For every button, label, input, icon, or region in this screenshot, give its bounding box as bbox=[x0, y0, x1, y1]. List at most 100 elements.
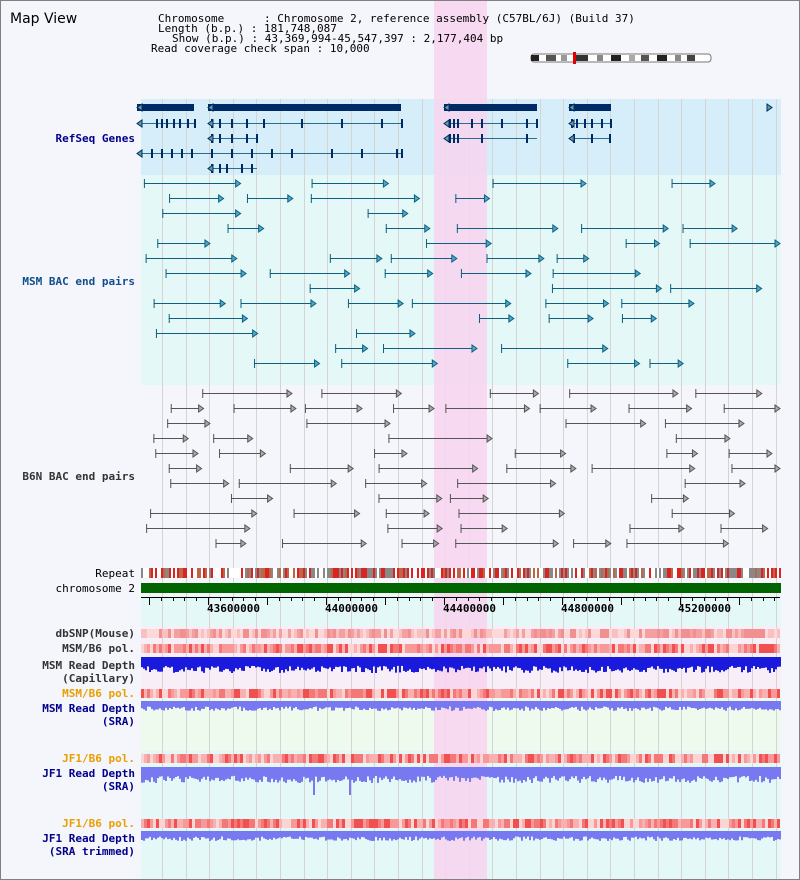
depth-bar bbox=[209, 701, 211, 711]
track-label-msm-b6-pol-2[interactable]: MSM/B6 pol. bbox=[62, 687, 135, 700]
track-label-jf1-depth-trimmed[interactable]: JF1 Read Depth bbox=[42, 832, 135, 845]
heat-cell bbox=[216, 819, 219, 828]
gene-arrow bbox=[568, 119, 575, 128]
heat-cell bbox=[756, 689, 759, 698]
gene-exon bbox=[156, 119, 158, 128]
heat-cell bbox=[714, 629, 717, 638]
bac-end-arrow bbox=[691, 449, 699, 458]
repeat-element bbox=[699, 568, 701, 578]
depth-bar bbox=[347, 767, 349, 780]
heat-cell bbox=[363, 689, 366, 698]
heat-cell bbox=[720, 644, 723, 653]
depth-bar bbox=[521, 831, 523, 841]
heat-cell bbox=[774, 629, 777, 638]
depth-bar bbox=[189, 831, 191, 840]
heat-cell bbox=[414, 629, 417, 638]
heat-cell bbox=[519, 629, 522, 638]
bac-end bbox=[684, 479, 686, 488]
depth-bar bbox=[613, 767, 615, 779]
bac-end-arrow bbox=[774, 464, 781, 473]
track-label-msm-depth-sra[interactable]: MSM Read Depth bbox=[42, 702, 135, 715]
repeat-element bbox=[355, 568, 357, 578]
heat-cell bbox=[672, 644, 675, 653]
depth-bar bbox=[193, 701, 195, 711]
heat-cell bbox=[387, 644, 390, 653]
heat-cell bbox=[669, 629, 672, 638]
heat-cell bbox=[627, 754, 630, 763]
heat-cell bbox=[708, 689, 711, 698]
depth-bar bbox=[417, 767, 419, 777]
gene-exon bbox=[226, 164, 228, 173]
track-label-refseq-genes[interactable]: RefSeq Genes bbox=[55, 132, 135, 145]
depth-bar bbox=[629, 831, 631, 841]
heat-cell bbox=[258, 689, 261, 698]
track-label-jf1-b6-pol-2[interactable]: JF1/B6 pol. bbox=[62, 817, 135, 830]
depth-bar bbox=[673, 767, 675, 777]
depth-bar bbox=[543, 767, 545, 779]
heat-cell bbox=[144, 644, 147, 653]
depth-bar bbox=[291, 767, 293, 782]
heat-cell bbox=[321, 629, 324, 638]
bac-end-arrow bbox=[482, 494, 490, 503]
depth-bar bbox=[263, 701, 265, 708]
gene-exon bbox=[166, 119, 168, 128]
heat-cell bbox=[612, 754, 615, 763]
depth-bar bbox=[447, 701, 449, 710]
depth-bar bbox=[359, 657, 361, 668]
heat-cell bbox=[723, 754, 726, 763]
heat-cell bbox=[612, 629, 615, 638]
depth-bar bbox=[269, 701, 271, 709]
depth-bar bbox=[587, 701, 589, 710]
bac-end bbox=[169, 194, 171, 203]
track-label-msm-depth-capillary[interactable]: MSM Read Depth bbox=[42, 659, 135, 672]
heat-cell bbox=[483, 629, 486, 638]
depth-bar bbox=[455, 831, 457, 838]
depth-bar bbox=[335, 767, 337, 783]
track-label-jf1-b6-pol-1[interactable]: JF1/B6 pol. bbox=[62, 752, 135, 765]
bac-end-arrow bbox=[603, 299, 610, 308]
bac-end-arrow bbox=[774, 239, 781, 248]
depth-bar bbox=[569, 767, 571, 780]
heat-cell bbox=[555, 689, 558, 698]
track-label-msm-b6-pol-1[interactable]: MSM/B6 pol. bbox=[62, 642, 135, 655]
track-label-repeat[interactable]: Repeat bbox=[95, 567, 135, 580]
depth-bar bbox=[715, 831, 717, 840]
repeat-element bbox=[417, 568, 419, 578]
repeat-element bbox=[567, 568, 569, 578]
heat-cell bbox=[291, 629, 294, 638]
depth-bar bbox=[161, 657, 163, 672]
heat-cell bbox=[351, 689, 354, 698]
heat-cell bbox=[369, 819, 372, 828]
heat-cell bbox=[210, 689, 213, 698]
depth-bar bbox=[749, 701, 751, 709]
heat-cell bbox=[351, 644, 354, 653]
depth-bar bbox=[269, 831, 271, 839]
bac-end-arrow bbox=[483, 194, 491, 203]
bac-end bbox=[238, 479, 240, 488]
heat-cell bbox=[369, 689, 372, 698]
track-label-chromosome[interactable]: chromosome 2 bbox=[55, 582, 135, 595]
heat-cell bbox=[141, 819, 144, 828]
heat-cell bbox=[408, 819, 411, 828]
depth-bar bbox=[519, 831, 521, 838]
depth-bar bbox=[739, 831, 741, 837]
track-label-b6n-bac[interactable]: B6N BAC end pairs bbox=[22, 470, 135, 483]
track-label-msm-bac[interactable]: MSM BAC end pairs bbox=[22, 275, 135, 288]
bac-end bbox=[254, 359, 256, 368]
track-label-dbsnp[interactable]: dbSNP(Mouse) bbox=[55, 627, 135, 640]
depth-bar bbox=[573, 701, 575, 708]
depth-bar bbox=[515, 831, 517, 837]
depth-bar bbox=[641, 767, 643, 782]
gene-exon bbox=[396, 149, 398, 158]
repeat-element bbox=[641, 568, 643, 578]
bac-end-arrow bbox=[682, 494, 690, 503]
depth-bar bbox=[541, 657, 543, 670]
track-label-jf1-depth-sra[interactable]: JF1 Read Depth bbox=[42, 767, 135, 780]
heat-cell bbox=[273, 629, 276, 638]
depth-bar bbox=[301, 701, 303, 711]
depth-bar bbox=[295, 831, 297, 839]
heat-cell bbox=[495, 629, 498, 638]
heat-cell bbox=[576, 819, 579, 828]
depth-bar bbox=[397, 701, 399, 708]
